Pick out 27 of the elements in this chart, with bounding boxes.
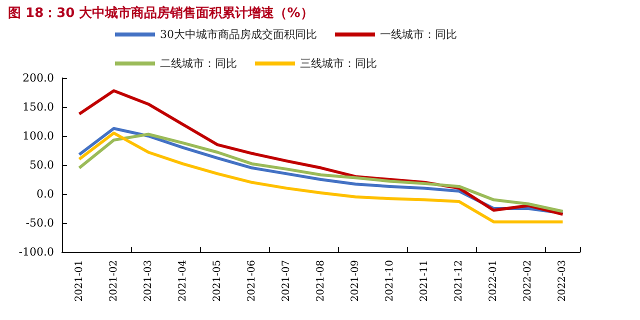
x-tick-label: 2021-06 bbox=[246, 260, 258, 302]
y-tick-label: 0.0 bbox=[36, 188, 54, 200]
x-tick-label: 2021-12 bbox=[454, 260, 465, 302]
chart-title: 图 18：30 大中城市商品房销售面积累计增速（%） bbox=[8, 4, 314, 22]
x-tick-label: 2021-02 bbox=[108, 260, 120, 302]
x-tick-label: 2021-01 bbox=[74, 260, 85, 302]
y-tick-label: 50.0 bbox=[30, 158, 54, 172]
legend-label: 一线城市：同比 bbox=[380, 28, 457, 41]
legend-label: 三线城市：同比 bbox=[300, 57, 377, 70]
y-tick-label: 150.0 bbox=[22, 100, 54, 114]
x-tick-label: 2021-05 bbox=[212, 260, 223, 302]
x-tick-label: 2021-11 bbox=[419, 260, 430, 302]
x-tick-label: 2022-03 bbox=[557, 260, 568, 302]
y-tick-label: -100.0 bbox=[18, 246, 54, 258]
x-tick-label: 2021-04 bbox=[177, 260, 188, 302]
y-tick-label: 200.0 bbox=[22, 72, 54, 84]
x-tick-label: 2021-07 bbox=[280, 260, 292, 302]
y-tick-label: 100.0 bbox=[22, 130, 54, 142]
legend-label: 二线城市：同比 bbox=[160, 57, 237, 70]
x-tick-label: 2021-10 bbox=[384, 260, 396, 302]
x-tick-label: 2022-01 bbox=[488, 260, 500, 302]
x-tick-label: 2021-03 bbox=[142, 260, 154, 302]
x-tick-label: 2021-08 bbox=[316, 260, 326, 302]
x-tick-label: 2022-02 bbox=[522, 260, 534, 302]
x-tick-label: 2021-09 bbox=[350, 260, 362, 302]
legend-label: 30大中城市商品房成交面积同比 bbox=[160, 28, 317, 41]
y-tick-label: -50.0 bbox=[26, 216, 54, 230]
